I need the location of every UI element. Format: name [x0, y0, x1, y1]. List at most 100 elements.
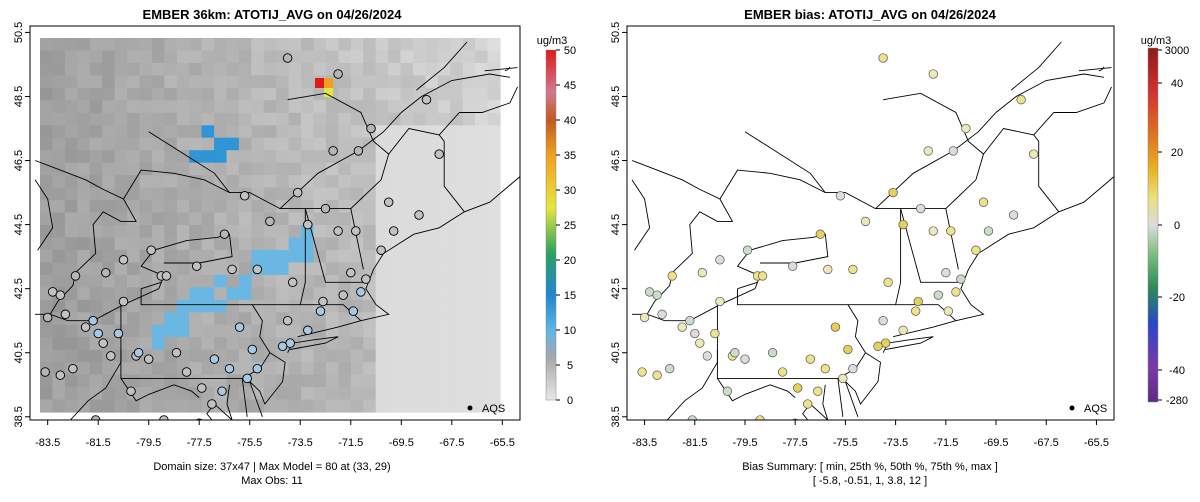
- model-grid-cell: [77, 62, 91, 76]
- aqs-point: [376, 245, 386, 255]
- model-grid-cell: [338, 324, 352, 338]
- model-grid-cell: [64, 162, 78, 176]
- model-grid-cell: [388, 399, 402, 413]
- model-grid-cell: [462, 125, 476, 139]
- model-grid-cell: [127, 312, 140, 326]
- model-grid-cell: [151, 324, 165, 338]
- coastline-segment: [279, 73, 510, 209]
- aqs-bias-point: [928, 226, 938, 236]
- model-grid-cell: [77, 212, 91, 226]
- coastline-segment: [631, 179, 651, 251]
- model-grid-cell: [363, 187, 377, 201]
- model-grid-cell: [89, 362, 103, 376]
- model-grid-cell: [176, 87, 190, 101]
- model-grid-cell: [462, 75, 476, 89]
- aqs-bias-point: [898, 325, 908, 335]
- model-grid-cell: [276, 399, 290, 413]
- model-grid-cell: [89, 374, 103, 388]
- model-grid-cell: [52, 187, 66, 201]
- aqs-bias-point: [793, 383, 803, 393]
- model-grid-cell: [52, 200, 66, 214]
- model-grid-cell: [437, 112, 451, 126]
- model-grid-cell: [139, 287, 153, 301]
- aqs-point: [224, 363, 235, 374]
- model-grid-cell: [64, 112, 78, 126]
- model-grid-cell: [288, 175, 302, 189]
- model-grid-cell: [375, 262, 389, 276]
- model-grid-cell: [288, 349, 302, 363]
- model-grid-cell: [450, 187, 464, 201]
- model-grid-cell: [363, 299, 377, 313]
- model-grid-cell: [276, 38, 290, 52]
- aqs-point: [42, 312, 53, 323]
- aqs-bias-point: [788, 261, 798, 271]
- model-grid-cell: [450, 200, 464, 214]
- model-grid-cell: [325, 337, 339, 351]
- model-grid-cell: [214, 299, 228, 313]
- aqs-bias-point: [637, 367, 647, 377]
- model-grid-cell: [151, 150, 165, 164]
- aqs-point: [333, 226, 343, 236]
- model-grid-cell: [313, 100, 327, 114]
- coastline-segment: [350, 208, 364, 270]
- model-grid-cell: [338, 38, 352, 52]
- aqs-bias-point: [943, 306, 953, 316]
- model-grid-cell: [89, 75, 103, 89]
- model-grid-cell: [400, 225, 414, 239]
- model-grid-cell: [151, 137, 165, 151]
- model-grid-cell: [263, 200, 277, 214]
- aqs-bias-point: [951, 287, 961, 297]
- model-grid-cell: [450, 175, 464, 189]
- model-grid-cell: [450, 162, 464, 176]
- model-grid-cell: [425, 137, 439, 151]
- model-grid-cell: [102, 212, 116, 226]
- model-grid-cell: [462, 312, 476, 326]
- model-grid-cell: [102, 150, 116, 164]
- model-grid-cell: [251, 237, 265, 251]
- model-grid-cell: [288, 112, 302, 126]
- colorbar-tick-label: 40: [564, 115, 576, 127]
- model-grid-cell: [114, 75, 128, 89]
- model-grid-cell: [388, 175, 402, 189]
- right-colorbar-ticks: 3000 40 20 0 -20 -40 -280: [1158, 45, 1189, 407]
- model-grid-cell: [189, 62, 203, 76]
- model-grid-cell: [214, 374, 228, 388]
- model-grid-cell: [413, 262, 426, 276]
- aqs-bias-point: [652, 290, 662, 300]
- aqs-bias-point: [757, 271, 768, 281]
- model-grid-cell: [400, 274, 414, 288]
- model-grid-cell: [176, 150, 190, 164]
- model-grid-cell: [52, 399, 66, 413]
- aqs-bias-point: [843, 344, 853, 355]
- aqs-bias-point: [730, 348, 740, 358]
- model-grid-cell: [388, 75, 402, 89]
- model-grid-cell: [487, 249, 501, 263]
- model-grid-cell: [127, 362, 140, 376]
- coastline-segment: [120, 378, 200, 402]
- model-grid-cell: [475, 374, 489, 388]
- model-grid-cell: [114, 112, 128, 126]
- model-grid-cell: [238, 50, 252, 64]
- aqs-point: [191, 261, 202, 271]
- aqs-legend-marker: [1069, 405, 1075, 411]
- model-grid-cell: [251, 75, 265, 89]
- model-grid-cell: [89, 349, 103, 363]
- model-grid-cell: [313, 187, 327, 201]
- model-grid-cell: [325, 262, 339, 276]
- model-grid-cell: [189, 274, 203, 288]
- model-grid-cell: [176, 312, 190, 326]
- aqs-bias-point: [911, 306, 921, 316]
- model-grid-cell: [437, 50, 451, 64]
- x-tick-label: -83.5: [632, 437, 657, 449]
- model-grid-cell: [226, 200, 240, 214]
- model-grid-cell: [52, 225, 66, 239]
- model-grid-cell: [400, 112, 414, 126]
- model-grid-cell: [462, 374, 476, 388]
- model-grid-cell: [313, 38, 327, 52]
- model-grid-cell: [238, 299, 252, 313]
- model-grid-cell: [437, 100, 451, 114]
- model-grid-cell: [102, 112, 116, 126]
- model-grid-cell: [89, 249, 103, 263]
- model-grid-cell: [450, 349, 464, 363]
- coastline-segment: [252, 208, 306, 306]
